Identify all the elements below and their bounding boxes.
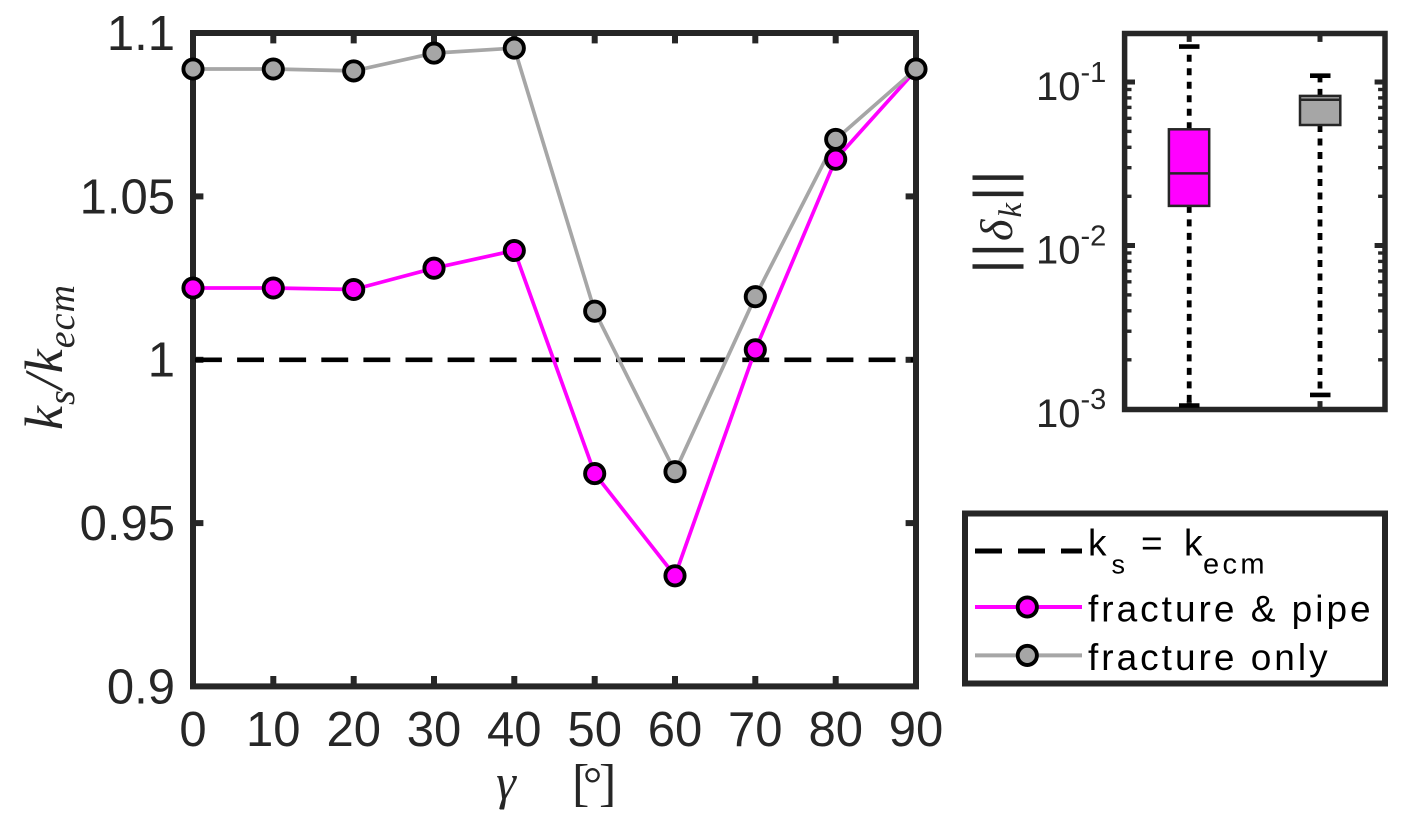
- svg-text:k: k: [1184, 523, 1203, 564]
- svg-text:30: 30: [407, 703, 462, 757]
- svg-text:°: °: [583, 758, 602, 811]
- svg-text:40: 40: [487, 703, 542, 757]
- svg-text:s: s: [1112, 550, 1126, 580]
- svg-text:k: k: [1088, 523, 1107, 564]
- svg-text:80: 80: [808, 703, 863, 757]
- svg-text:=: =: [1141, 523, 1163, 564]
- svg-text:γ: γ: [496, 754, 517, 810]
- svg-text:10: 10: [246, 703, 301, 757]
- svg-text:[: [: [572, 755, 589, 812]
- svg-text:]: ]: [599, 755, 616, 812]
- svg-text:0: 0: [179, 703, 206, 757]
- svg-text:fracture & pipe: fracture & pipe: [1088, 589, 1374, 630]
- svg-text:60: 60: [648, 703, 703, 757]
- svg-text:20: 20: [326, 703, 381, 757]
- svg-text:ecm: ecm: [1203, 549, 1268, 581]
- svg-text:0.95: 0.95: [80, 497, 175, 551]
- svg-text:1.05: 1.05: [80, 170, 175, 224]
- svg-text:50: 50: [567, 703, 622, 757]
- svg-text:90: 90: [889, 703, 944, 757]
- svg-text:0.9: 0.9: [107, 660, 175, 714]
- svg-text:fracture only: fracture only: [1088, 637, 1331, 678]
- svg-text:70: 70: [728, 703, 783, 757]
- svg-text:1.1: 1.1: [107, 7, 175, 61]
- svg-text:1: 1: [148, 334, 175, 388]
- svg-text:||δk||: ||δk||: [962, 168, 1029, 273]
